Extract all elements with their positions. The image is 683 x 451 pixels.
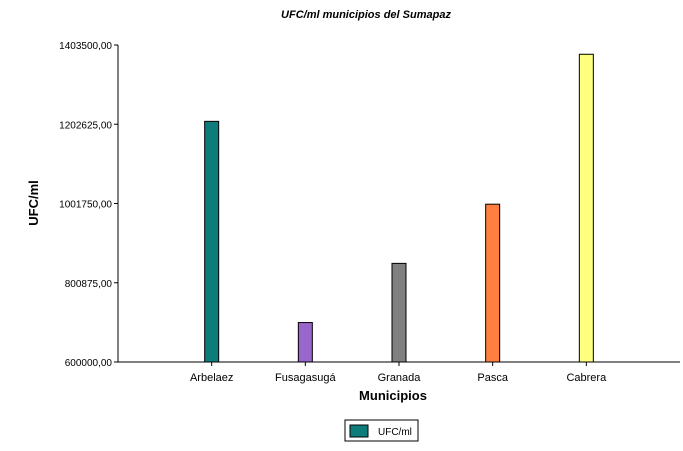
x-tick-label: Cabrera <box>566 372 607 384</box>
y-axis-title: UFC/ml <box>26 180 41 226</box>
y-tick-label: 600000,00 <box>65 358 113 369</box>
bar-arbelaez <box>204 120 220 363</box>
y-ticks-group: 600000,00 800875,00 1001750,00 1202625,00 14… <box>59 41 118 369</box>
y-tick-label: 1001750,00 <box>59 200 112 211</box>
bar-fusagasug <box>297 322 313 363</box>
x-ticks-group: Arbelaez Fusagasugá Granada Pasca Cabrera <box>190 362 607 384</box>
legend-swatch <box>349 424 369 438</box>
x-tick-label: Fusagasugá <box>275 372 336 384</box>
x-tick-label: Granada <box>378 372 422 384</box>
x-axis-title: Municipios <box>359 388 427 403</box>
y-tick-label: 800875,00 <box>65 279 113 290</box>
legend: UFC/ml <box>344 419 419 442</box>
y-tick-label: 1202625,00 <box>59 120 112 131</box>
x-tick-label: Pasca <box>477 372 508 384</box>
bars-group <box>204 53 594 363</box>
legend-label: UFC/ml <box>378 427 412 438</box>
bar-granada <box>391 262 407 363</box>
bar-pasca <box>485 203 501 363</box>
bar-cabrera <box>578 53 594 363</box>
x-tick-label: Arbelaez <box>190 372 233 384</box>
chart-title: UFC/ml municipios del Sumapaz <box>281 9 451 21</box>
y-tick-label: 1403500,00 <box>59 41 112 52</box>
